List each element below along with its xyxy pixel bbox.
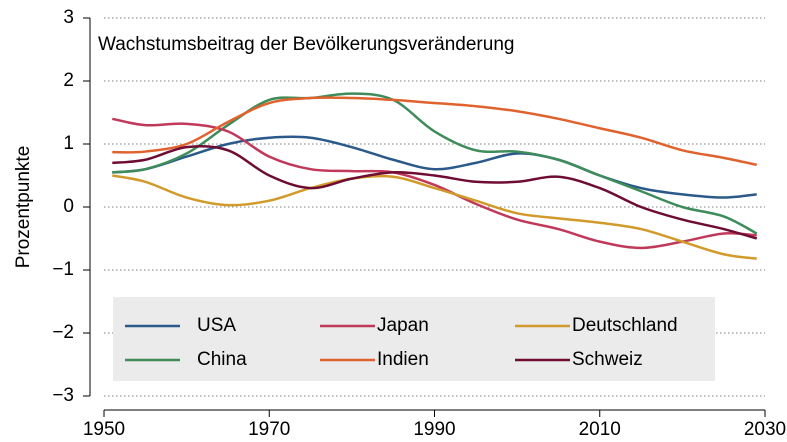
line-series	[112, 92, 758, 235]
legend-label: Deutschland	[572, 315, 678, 336]
y-tick-label: −3	[52, 385, 74, 406]
legend-label: Japan	[377, 315, 429, 336]
legend-label: China	[197, 349, 247, 370]
x-tick-label: 1990	[413, 419, 455, 440]
x-tick-label: 1970	[248, 419, 290, 440]
legend-label: USA	[197, 315, 236, 336]
y-tick-label: 1	[63, 133, 74, 154]
y-tick-label: −2	[52, 322, 74, 343]
y-tick-label: −1	[52, 259, 74, 280]
line-series	[112, 174, 757, 260]
line-series	[112, 96, 757, 167]
legend-label: Schweiz	[572, 349, 643, 370]
x-tick-label: 2010	[579, 419, 621, 440]
x-tick-label: 2030	[744, 419, 786, 440]
y-axis-label: Prozentpunkte	[13, 146, 34, 269]
chart-title: Wachstumsbeitrag der Bevölkerungsverände…	[98, 34, 514, 55]
y-tick-label: 2	[63, 70, 74, 91]
x-tick-label: 1950	[83, 419, 125, 440]
legend-box	[113, 297, 715, 381]
legend-label: Indien	[377, 349, 429, 370]
y-tick-label: 3	[63, 7, 74, 28]
y-tick-label: 0	[63, 196, 74, 217]
line-series	[112, 144, 758, 240]
